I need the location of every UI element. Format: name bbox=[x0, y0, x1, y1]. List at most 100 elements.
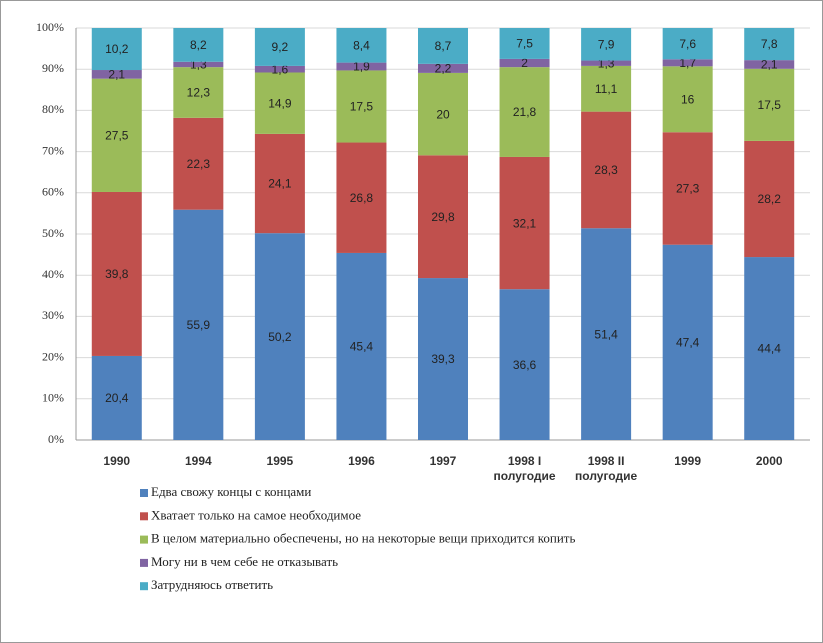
bar-segment bbox=[499, 289, 550, 440]
bar-segment bbox=[91, 70, 142, 79]
bar-segment bbox=[744, 60, 795, 69]
y-tick-label: 20% bbox=[42, 349, 64, 363]
legend-swatch bbox=[140, 489, 148, 497]
x-tick-label: 1999 bbox=[674, 454, 701, 468]
data-label: 36,6 bbox=[513, 358, 537, 372]
bar-segment bbox=[418, 72, 468, 156]
y-tick-label: 90% bbox=[42, 61, 64, 75]
bar-segment bbox=[173, 117, 224, 210]
y-tick-label: 100% bbox=[36, 20, 64, 34]
data-label: 2,1 bbox=[761, 58, 778, 72]
bar-segment bbox=[173, 28, 224, 62]
bar-segment bbox=[254, 72, 305, 134]
data-label: 16 bbox=[681, 92, 695, 106]
data-label: 32,1 bbox=[513, 216, 537, 230]
data-label: 8,7 bbox=[435, 39, 452, 53]
x-tick-label: 1997 bbox=[429, 454, 457, 468]
x-tick-label: 1995 bbox=[266, 454, 294, 468]
data-label: 7,9 bbox=[598, 37, 615, 51]
legend-swatch bbox=[140, 535, 148, 544]
data-label: 22,3 bbox=[187, 157, 211, 171]
data-label: 7,5 bbox=[516, 37, 533, 51]
data-label: 17,5 bbox=[350, 100, 374, 114]
x-tick-label: 1994 bbox=[184, 454, 212, 468]
bar-segment bbox=[581, 111, 632, 229]
legend-label: Затрудняюсь ответить bbox=[151, 577, 273, 592]
data-label: 44,4 bbox=[758, 342, 782, 356]
data-label: 50,2 bbox=[268, 330, 292, 344]
y-tick-label: 60% bbox=[42, 185, 64, 199]
data-label: 45,4 bbox=[350, 340, 374, 354]
x-tick-label: 1996 bbox=[348, 454, 375, 468]
bar-segment bbox=[418, 63, 468, 73]
x-tick-label: 1998 II полугодие bbox=[575, 454, 638, 483]
y-tick-label: 80% bbox=[42, 102, 64, 116]
bar-segment bbox=[581, 65, 632, 112]
bar-segment bbox=[499, 58, 550, 68]
bar-segment bbox=[418, 278, 468, 440]
data-label: 2 bbox=[521, 56, 528, 70]
data-label: 20,4 bbox=[105, 391, 129, 405]
legend-label: Могу ни в чем себе не отказывать bbox=[151, 554, 338, 569]
data-label: 2,1 bbox=[108, 68, 125, 82]
y-tick-label: 50% bbox=[42, 226, 64, 240]
data-label: 51,4 bbox=[594, 327, 618, 341]
bar-segment bbox=[662, 66, 713, 133]
data-label: 29,8 bbox=[431, 210, 455, 224]
y-tick-label: 30% bbox=[42, 308, 64, 322]
bar-segment bbox=[336, 252, 387, 440]
legend-swatch bbox=[140, 558, 148, 567]
data-label: 7,8 bbox=[761, 37, 778, 51]
bar-segment bbox=[254, 133, 305, 234]
bar-segment bbox=[418, 28, 468, 64]
x-tick-label: 2000 bbox=[755, 454, 783, 468]
bar-segment bbox=[254, 65, 305, 73]
bar-segment bbox=[581, 228, 632, 440]
bar-segment bbox=[91, 78, 142, 192]
data-label: 9,2 bbox=[272, 40, 289, 54]
data-label: 2,2 bbox=[435, 62, 452, 76]
bar-segment bbox=[336, 28, 387, 63]
bar-segment bbox=[662, 28, 713, 60]
y-tick-label: 40% bbox=[42, 267, 64, 281]
bar-segment bbox=[499, 28, 550, 59]
data-label: 8,4 bbox=[353, 38, 370, 52]
data-label: 55,9 bbox=[187, 318, 211, 332]
legend-label: Хватает только на самое необходимое bbox=[151, 507, 361, 522]
x-tick-label: 1998 I полугодие bbox=[493, 454, 556, 483]
legend-label: Едва свожу концы с концами bbox=[151, 484, 311, 499]
data-label: 7,6 bbox=[679, 37, 696, 51]
y-tick-label: 10% bbox=[42, 391, 64, 405]
bar-segment bbox=[744, 140, 795, 258]
bar-segment bbox=[662, 244, 713, 440]
data-label: 28,3 bbox=[594, 163, 618, 177]
legend-label: В целом материально обеспечены, но на не… bbox=[151, 531, 575, 546]
data-label: 39,3 bbox=[431, 352, 455, 366]
data-label: 12,3 bbox=[187, 86, 211, 100]
bar-segment bbox=[91, 28, 142, 71]
data-label: 17,5 bbox=[758, 98, 782, 112]
data-label: 14,9 bbox=[268, 96, 292, 110]
data-label: 26,8 bbox=[350, 191, 374, 205]
data-label: 47,4 bbox=[676, 336, 700, 350]
bar-segment bbox=[254, 28, 305, 66]
bar-segment bbox=[91, 191, 142, 356]
data-label: 11,1 bbox=[595, 82, 618, 96]
data-label: 8,2 bbox=[190, 38, 207, 52]
bar-segment bbox=[499, 156, 550, 290]
data-label: 10,2 bbox=[105, 42, 129, 56]
data-label: 27,3 bbox=[676, 182, 700, 196]
data-label: 24,1 bbox=[268, 177, 292, 191]
x-tick-label: 1990 bbox=[103, 454, 131, 468]
legend-swatch bbox=[140, 512, 148, 521]
bar-segment bbox=[581, 60, 632, 66]
bar-segment bbox=[173, 67, 224, 118]
bar-segment bbox=[744, 257, 795, 440]
data-label: 39,8 bbox=[105, 267, 129, 281]
bar-segment bbox=[173, 209, 224, 440]
bar-segment bbox=[336, 70, 387, 143]
bar-segment bbox=[336, 142, 387, 253]
bar-segment bbox=[744, 28, 795, 61]
